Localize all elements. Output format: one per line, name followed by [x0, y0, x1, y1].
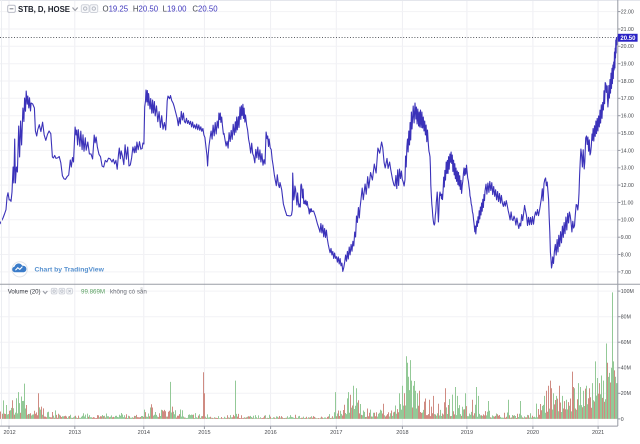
svg-text:STB, D, HOSE: STB, D, HOSE: [18, 5, 70, 14]
svg-text:80M: 80M: [621, 315, 631, 321]
svg-text:Chart by TradingView: Chart by TradingView: [35, 267, 105, 274]
svg-text:100M: 100M: [621, 289, 634, 295]
svg-text:2016: 2016: [264, 430, 276, 436]
svg-text:L19.00: L19.00: [163, 5, 188, 14]
svg-text:21.00: 21.00: [621, 27, 634, 33]
svg-text:99.869M: 99.869M: [81, 289, 105, 296]
svg-text:2021: 2021: [592, 430, 604, 436]
svg-text:11.00: 11.00: [621, 200, 634, 206]
svg-text:2018: 2018: [396, 430, 408, 436]
svg-text:2020: 2020: [527, 430, 539, 436]
svg-text:8.00: 8.00: [621, 252, 631, 258]
svg-text:10.00: 10.00: [621, 218, 634, 224]
svg-text:12.00: 12.00: [621, 183, 634, 189]
svg-text:20.50: 20.50: [620, 36, 636, 42]
svg-text:C20.50: C20.50: [192, 5, 218, 14]
svg-text:2012: 2012: [4, 430, 16, 436]
svg-text:20M: 20M: [621, 391, 631, 397]
svg-text:Volume (20): Volume (20): [8, 289, 41, 296]
svg-text:2017: 2017: [330, 430, 342, 436]
svg-text:H20.50: H20.50: [133, 5, 159, 14]
svg-text:7.00: 7.00: [621, 270, 631, 276]
svg-text:18.00: 18.00: [621, 79, 634, 85]
svg-text:13.00: 13.00: [621, 166, 634, 172]
svg-text:0: 0: [621, 417, 624, 423]
svg-text:O19.25: O19.25: [103, 5, 129, 14]
svg-text:không có sẵn: không có sẵn: [110, 289, 147, 296]
svg-text:2019: 2019: [461, 430, 473, 436]
svg-text:2013: 2013: [69, 430, 81, 436]
svg-text:17.00: 17.00: [621, 96, 634, 102]
svg-text:2015: 2015: [198, 430, 210, 436]
svg-text:16.00: 16.00: [621, 114, 634, 120]
svg-text:15.00: 15.00: [621, 131, 634, 137]
svg-text:60M: 60M: [621, 340, 631, 346]
svg-text:40M: 40M: [621, 366, 631, 372]
svg-text:9.00: 9.00: [621, 235, 631, 241]
svg-text:22.00: 22.00: [621, 10, 634, 16]
svg-text:2014: 2014: [138, 430, 150, 436]
svg-text:14.00: 14.00: [621, 148, 634, 154]
svg-text:19.00: 19.00: [621, 62, 634, 68]
svg-text:20.00: 20.00: [621, 44, 634, 50]
